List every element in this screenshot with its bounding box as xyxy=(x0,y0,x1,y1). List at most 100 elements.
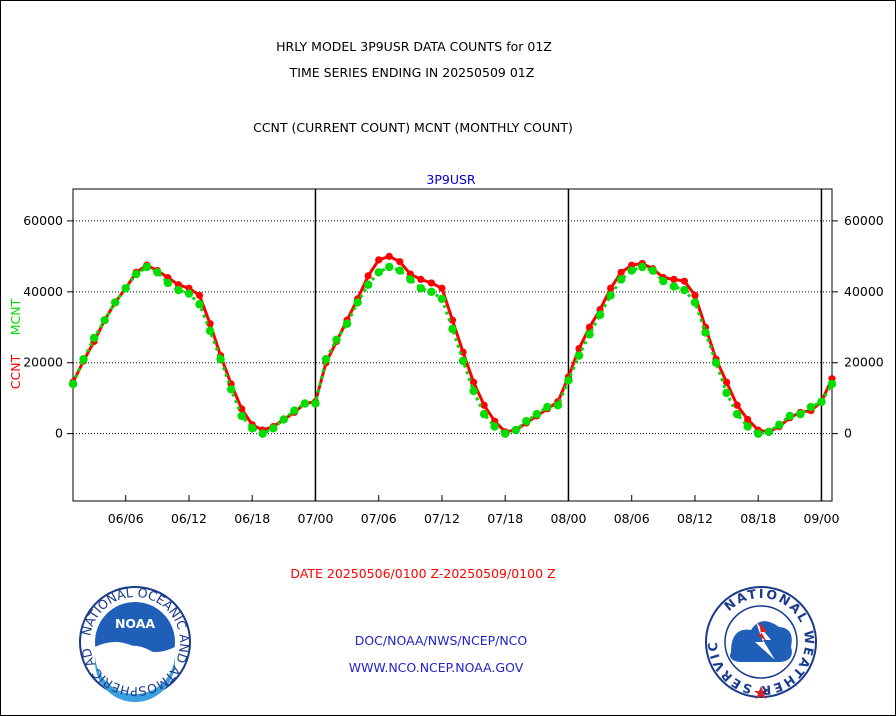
data-point xyxy=(817,397,826,406)
data-point xyxy=(395,266,404,275)
data-point xyxy=(385,262,394,272)
plot-title: 3P9USR xyxy=(426,172,476,187)
data-point xyxy=(754,429,763,438)
data-point xyxy=(595,310,605,320)
y-label-mcnt: MCNT xyxy=(8,298,23,335)
series-line xyxy=(71,254,834,434)
date-range-label: DATE 20250506/0100 Z-20250509/0100 Z xyxy=(290,566,555,581)
data-point xyxy=(764,427,773,437)
data-point xyxy=(479,409,489,419)
x-tick-label: 07/18 xyxy=(487,511,523,526)
data-point xyxy=(532,409,542,419)
data-point xyxy=(607,284,615,292)
data-point xyxy=(448,324,457,334)
y-ticks-right: 0 20000 40000 60000 xyxy=(832,213,884,441)
data-point xyxy=(490,422,499,431)
data-point xyxy=(659,276,668,286)
data-point xyxy=(174,285,183,295)
data-point xyxy=(701,328,710,337)
data-point xyxy=(785,411,795,421)
data-point xyxy=(437,294,447,304)
data-point xyxy=(132,269,141,279)
data-point xyxy=(616,275,626,284)
data-point xyxy=(205,326,215,336)
data-point xyxy=(406,275,415,284)
data-point xyxy=(827,379,837,389)
data-point xyxy=(279,415,289,424)
data-point xyxy=(680,277,689,285)
data-point xyxy=(385,252,393,260)
data-point xyxy=(522,417,531,426)
data-point xyxy=(796,409,805,419)
data-point xyxy=(585,330,594,339)
data-point xyxy=(300,399,310,408)
url-link[interactable]: WWW.NCO.NCEP.NOAA.GOV xyxy=(349,660,524,675)
data-point xyxy=(364,272,372,280)
data-point xyxy=(184,289,194,298)
y-tick-label: 40000 xyxy=(23,284,63,299)
data-point xyxy=(195,300,204,309)
x-tick-label: 06/06 xyxy=(108,511,144,526)
series-mcnt xyxy=(68,262,837,438)
chart-title-line3: CCNT (CURRENT COUNT) MCNT (MONTHLY COUNT… xyxy=(253,120,573,135)
data-point xyxy=(216,354,225,364)
data-point xyxy=(575,344,583,353)
data-point xyxy=(669,282,679,291)
data-point xyxy=(733,401,741,409)
plot-area xyxy=(72,188,833,502)
y-ticks-left: 0 20000 40000 60000 xyxy=(23,213,73,441)
y-tick-label: 40000 xyxy=(844,284,884,299)
data-point xyxy=(691,291,699,299)
data-point xyxy=(543,402,552,412)
x-tick-label: 08/12 xyxy=(677,511,713,526)
data-point xyxy=(627,266,636,275)
data-point xyxy=(743,422,752,431)
x-tick-label: 08/00 xyxy=(550,511,586,526)
data-point xyxy=(375,256,383,264)
y-tick-label: 0 xyxy=(844,426,852,441)
data-point xyxy=(501,429,510,438)
data-point xyxy=(438,284,446,292)
y-tick-label: 20000 xyxy=(23,355,63,370)
data-point xyxy=(68,379,78,389)
data-point xyxy=(100,315,109,325)
data-point xyxy=(670,275,678,284)
data-point xyxy=(248,424,257,433)
data-point xyxy=(680,285,689,295)
data-point xyxy=(427,287,436,297)
noaa-logo-text: NOAA xyxy=(115,616,155,631)
data-point xyxy=(163,278,173,288)
data-point xyxy=(269,424,278,433)
data-point xyxy=(722,388,731,398)
data-point xyxy=(511,425,520,435)
data-point xyxy=(617,268,625,276)
data-point xyxy=(142,262,151,272)
y-tick-label: 60000 xyxy=(23,213,63,228)
data-point xyxy=(110,298,120,307)
data-point xyxy=(690,298,700,307)
data-point xyxy=(416,284,426,293)
nws-logo: NATIONAL WEATHER SERVICE xyxy=(705,586,817,699)
data-point xyxy=(121,284,130,293)
data-point xyxy=(311,399,320,408)
data-point xyxy=(321,354,331,364)
noaa-logo: NOAA NATIONAL OCEANIC AND ATMOSPHERIC AD… xyxy=(78,585,192,702)
data-point xyxy=(363,280,373,289)
x-tick-label: 06/18 xyxy=(234,511,270,526)
data-point xyxy=(206,320,214,328)
y-tick-label: 60000 xyxy=(844,213,884,228)
data-point xyxy=(332,335,341,344)
data-point xyxy=(638,262,647,272)
chart-title-line2: TIME SERIES ENDING IN 20250509 01Z xyxy=(289,65,535,80)
series-ccnt xyxy=(69,252,836,436)
data-point xyxy=(79,354,88,364)
data-point xyxy=(469,378,478,386)
data-point xyxy=(448,316,457,324)
data-point xyxy=(238,405,246,413)
series-group xyxy=(68,252,837,438)
x-tick-label: 08/18 xyxy=(740,511,776,526)
data-point xyxy=(237,411,246,421)
data-point xyxy=(153,268,162,277)
data-point xyxy=(427,279,436,287)
